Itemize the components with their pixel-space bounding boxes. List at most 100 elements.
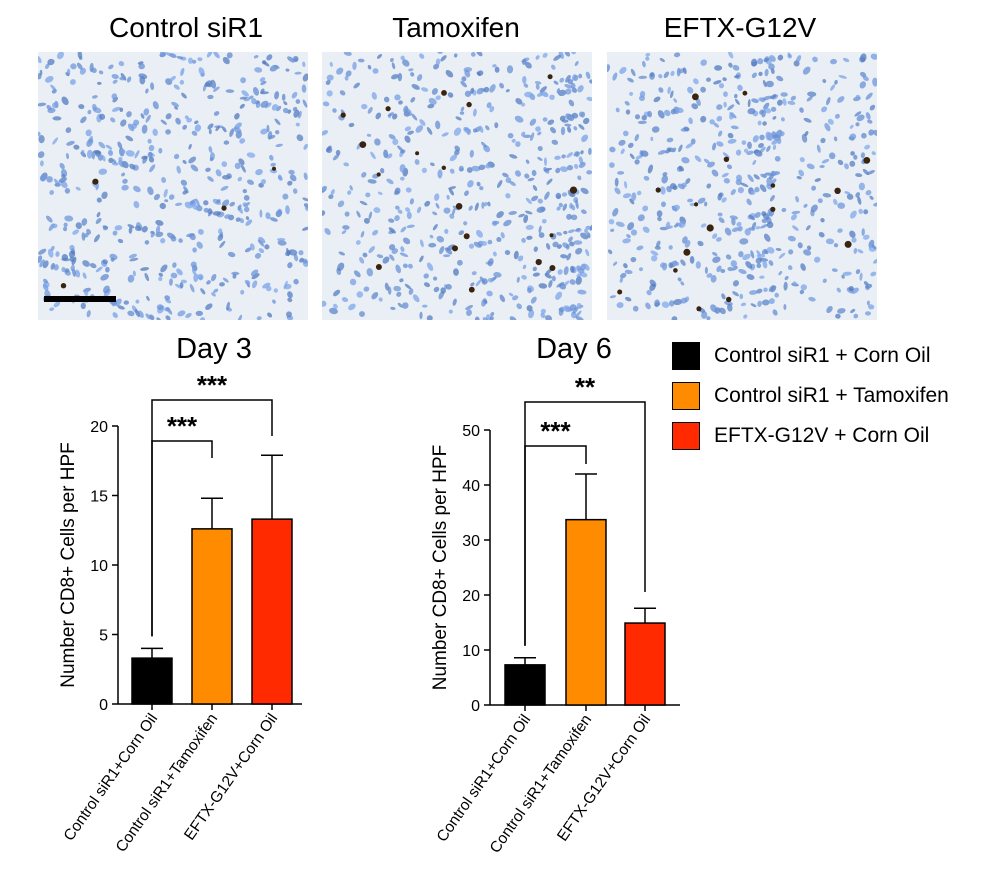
nucleus-mark — [441, 132, 449, 137]
nucleus-mark — [757, 300, 762, 307]
nucleus-mark — [134, 225, 142, 232]
nucleus-mark — [249, 243, 255, 251]
nucleus-mark — [206, 52, 213, 58]
nucleus-mark — [118, 159, 125, 168]
nucleus-mark — [810, 204, 818, 213]
nucleus-mark — [747, 141, 752, 149]
nucleus-mark — [175, 117, 181, 125]
nucleus-mark — [240, 289, 245, 295]
nucleus-mark — [515, 141, 521, 147]
nucleus-mark — [345, 70, 352, 77]
nucleus-mark — [175, 202, 183, 207]
nucleus-mark — [521, 102, 526, 107]
nucleus-mark — [144, 272, 150, 282]
nucleus-mark — [842, 57, 850, 63]
nucleus-mark — [538, 283, 548, 289]
nucleus-mark — [205, 303, 213, 310]
nucleus-mark — [478, 164, 486, 171]
nucleus-mark — [664, 109, 671, 117]
nucleus-mark — [419, 311, 423, 320]
nucleus-mark — [505, 89, 510, 93]
nucleus-mark — [573, 151, 579, 157]
nucleus-mark — [363, 286, 370, 292]
nucleus-mark — [470, 87, 475, 94]
nucleus-mark — [766, 221, 774, 229]
nucleus-mark — [344, 75, 349, 81]
nucleus-mark — [642, 205, 649, 212]
nucleus-mark — [376, 254, 384, 259]
nucleus-mark — [108, 64, 114, 70]
nucleus-mark — [259, 77, 266, 83]
nucleus-mark — [143, 108, 150, 116]
nucleus-mark — [177, 310, 186, 317]
nucleus-mark — [772, 309, 778, 316]
nucleus-mark — [141, 124, 148, 134]
nucleus-mark — [169, 278, 173, 286]
nucleus-mark — [772, 144, 777, 150]
nucleus-mark — [344, 211, 350, 217]
nucleus-mark — [807, 91, 817, 97]
category-label: Control siR1+Tamoxifen — [487, 712, 596, 857]
nucleus-mark — [687, 86, 694, 94]
cd8-cell-mark — [452, 245, 458, 252]
nucleus-mark — [617, 171, 625, 175]
nucleus-mark — [868, 129, 875, 136]
nucleus-mark — [277, 240, 287, 246]
nucleus-mark — [530, 296, 537, 304]
nucleus-mark — [386, 178, 394, 185]
nucleus-mark — [476, 87, 484, 95]
y-tick-label: 5 — [99, 628, 108, 645]
nucleus-mark — [400, 55, 405, 61]
nucleus-mark — [761, 110, 766, 118]
nucleus-mark — [671, 316, 678, 320]
nucleus-mark — [383, 149, 389, 159]
nucleus-mark — [422, 304, 428, 308]
nucleus-mark — [191, 59, 197, 64]
nucleus-mark — [61, 173, 66, 178]
nucleus-mark — [285, 205, 290, 215]
nucleus-mark — [570, 214, 578, 221]
nucleus-mark — [556, 194, 562, 200]
nucleus-mark — [444, 228, 449, 234]
nucleus-mark — [466, 309, 472, 316]
significance-label: ** — [575, 372, 596, 402]
nucleus-mark — [165, 113, 172, 120]
nucleus-mark — [624, 296, 632, 302]
nucleus-mark — [75, 269, 81, 278]
nucleus-mark — [46, 176, 53, 183]
nucleus-mark — [260, 100, 269, 108]
nucleus-mark — [759, 257, 769, 262]
nucleus-mark — [552, 241, 559, 248]
significance-label: *** — [167, 411, 198, 441]
nucleus-mark — [483, 299, 488, 304]
legend-item: Control siR1 + Tamoxifen — [672, 376, 949, 416]
nucleus-mark — [223, 140, 230, 145]
nucleus-mark — [480, 240, 488, 246]
nucleus-mark — [694, 155, 702, 163]
legend-label: Control siR1 + Corn Oil — [714, 344, 931, 367]
nucleus-mark — [539, 86, 547, 93]
nucleus-mark — [723, 91, 728, 97]
nucleus-mark — [560, 126, 566, 136]
nucleus-mark — [569, 265, 575, 273]
nucleus-mark — [97, 81, 102, 85]
nucleus-mark — [533, 246, 538, 252]
significance-bracket — [151, 399, 273, 637]
nucleus-mark — [156, 317, 161, 320]
nucleus-mark — [122, 178, 128, 184]
nucleus-mark — [248, 95, 254, 100]
nucleus-mark — [779, 131, 785, 137]
nucleus-mark — [712, 233, 718, 239]
nucleus-mark — [322, 101, 330, 107]
nucleus-mark — [470, 282, 475, 287]
nucleus-mark — [765, 131, 771, 141]
nucleus-mark — [147, 138, 152, 144]
nucleus-mark — [135, 299, 140, 304]
nucleus-mark — [532, 266, 537, 272]
nucleus-mark — [486, 290, 493, 297]
nucleus-mark — [566, 152, 574, 158]
nucleus-mark — [454, 149, 460, 156]
nucleus-mark — [712, 142, 717, 151]
nucleus-mark — [768, 298, 775, 305]
nucleus-mark — [739, 238, 749, 245]
